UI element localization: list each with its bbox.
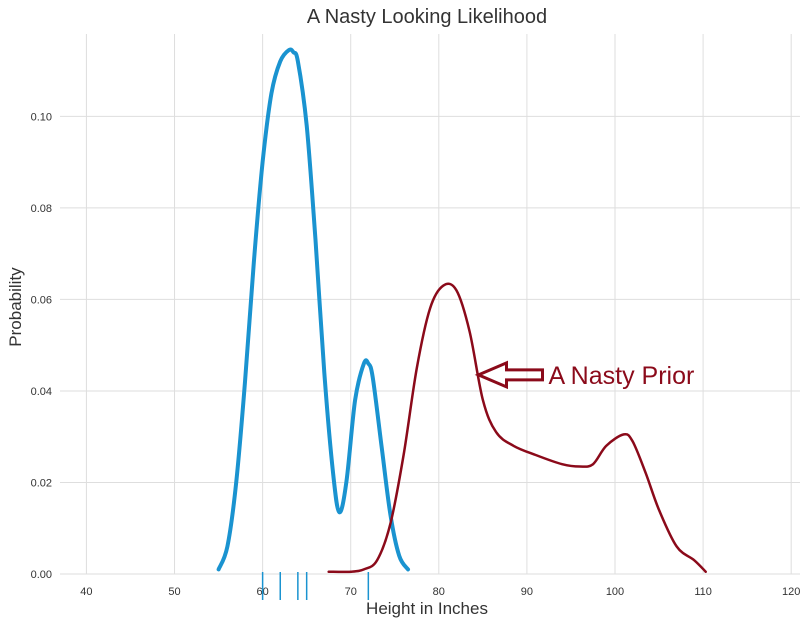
x-tick-labels: 405060708090100110120 — [80, 586, 800, 598]
rug-marks — [261, 572, 370, 600]
annotation: A Nasty Prior — [474, 360, 694, 390]
x-tick-label: 40 — [80, 586, 92, 598]
y-tick-labels: 0.00 0.02 0.04 0.06 0.08 0.10 — [31, 111, 52, 581]
x-tick-label: 50 — [168, 586, 180, 598]
y-tick-label: 0.02 — [31, 477, 52, 489]
annotation-text: A Nasty Prior — [548, 362, 694, 390]
chart-title: A Nasty Looking Likelihood — [307, 6, 547, 28]
y-tick-label: 0.08 — [31, 203, 52, 215]
y-tick-label: 0.10 — [31, 111, 52, 123]
x-tick-label: 120 — [782, 586, 800, 598]
x-tick-label: 70 — [345, 586, 357, 598]
y-tick-label: 0.00 — [31, 569, 52, 581]
x-tick-label: 90 — [521, 586, 533, 598]
annotation-arrow — [474, 360, 544, 390]
x-tick-label: 80 — [433, 586, 445, 598]
y-axis-label: Probability — [6, 267, 25, 347]
gridlines — [60, 34, 800, 575]
prior-curve — [327, 282, 707, 574]
x-tick-label: 110 — [694, 586, 712, 598]
x-tick-label: 100 — [606, 586, 624, 598]
series-lines — [216, 47, 707, 574]
y-tick-label: 0.04 — [31, 386, 52, 398]
y-tick-label: 0.06 — [31, 294, 52, 306]
likelihood-curve — [216, 47, 410, 572]
x-axis-label: Height in Inches — [366, 599, 488, 618]
